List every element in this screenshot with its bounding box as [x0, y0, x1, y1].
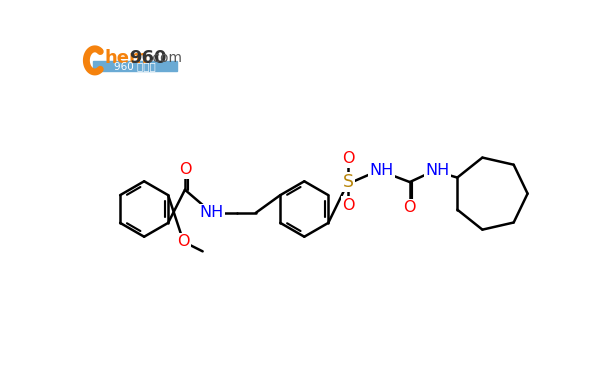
- Text: 960 化工网: 960 化工网: [114, 61, 155, 71]
- Text: O: O: [342, 198, 355, 213]
- Text: O: O: [404, 200, 416, 215]
- Text: NH: NH: [369, 163, 393, 178]
- Text: NH: NH: [200, 206, 224, 220]
- Text: O: O: [342, 152, 355, 166]
- Text: O: O: [177, 234, 189, 249]
- Text: hem: hem: [105, 49, 149, 67]
- Text: 960: 960: [129, 49, 166, 67]
- Text: NH: NH: [425, 163, 450, 178]
- Text: .com: .com: [149, 51, 183, 65]
- Text: S: S: [342, 173, 354, 191]
- Bar: [93, 61, 177, 71]
- Text: O: O: [178, 162, 191, 177]
